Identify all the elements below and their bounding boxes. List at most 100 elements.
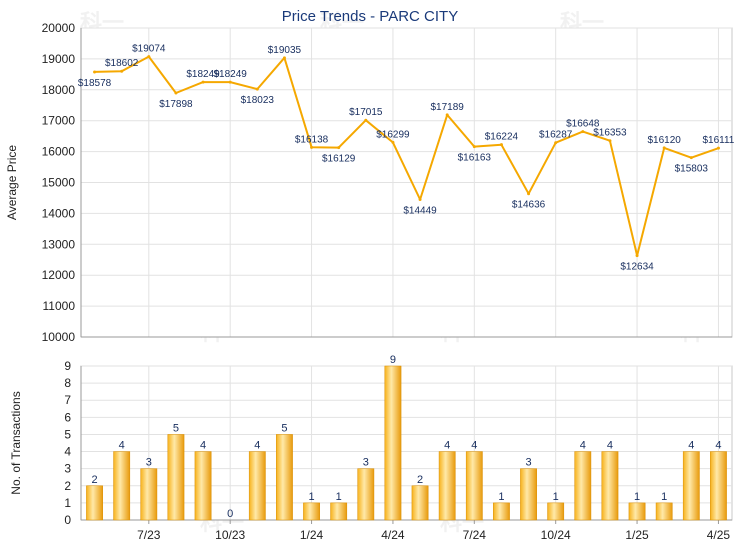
bar-value-label: 4 [688, 440, 694, 452]
bar-y-tick-label: 8 [64, 376, 71, 390]
x-tick-label: 7/23 [137, 528, 161, 542]
price-y-tick-label: 13000 [42, 237, 76, 251]
transaction-bar [248, 451, 266, 521]
price-point [554, 141, 558, 145]
bar-y-tick-label: 3 [64, 462, 71, 476]
price-value-label: $16163 [458, 153, 492, 164]
price-point [662, 146, 666, 150]
price-point [201, 80, 205, 84]
bar-value-label: 1 [309, 491, 315, 503]
transaction-bar [601, 451, 619, 521]
price-point [174, 91, 178, 95]
price-value-label: $18602 [105, 58, 139, 69]
price-point [282, 56, 286, 60]
bar-value-label: 5 [281, 422, 287, 434]
transaction-bar [655, 502, 673, 521]
transaction-bar [411, 485, 429, 521]
price-y-tick-label: 10000 [42, 330, 76, 344]
bar-y-tick-label: 9 [64, 359, 71, 373]
price-point [581, 130, 585, 134]
chart-title: Price Trends - PARC CITY [282, 8, 458, 25]
price-value-label: $14636 [512, 200, 546, 211]
price-point [499, 143, 503, 147]
price-point [527, 192, 531, 196]
transaction-bar [276, 434, 293, 521]
transaction-bar [628, 502, 646, 521]
x-tick-label: 4/24 [381, 528, 405, 542]
bar-value-label: 2 [92, 474, 98, 486]
price-value-label: $12634 [620, 262, 654, 273]
price-value-label: $18249 [186, 69, 220, 80]
x-tick-label: 10/23 [215, 528, 245, 542]
transaction-bar [86, 485, 103, 521]
bar-value-label: 4 [200, 440, 206, 452]
x-tick-label: 1/24 [300, 528, 324, 542]
bar-value-label: 4 [471, 440, 477, 452]
transaction-bar [167, 434, 185, 521]
price-y-tick-label: 11000 [43, 299, 76, 313]
bar-value-label: 0 [227, 508, 233, 520]
price-value-label: $16299 [376, 129, 410, 140]
bar-value-label: 4 [607, 440, 613, 452]
bar-value-label: 4 [444, 440, 450, 452]
transaction-bar [357, 468, 375, 521]
price-value-label: $17015 [349, 107, 383, 118]
transaction-bar [113, 451, 131, 521]
price-point [608, 139, 612, 143]
price-value-label: $18023 [241, 95, 275, 106]
price-value-label: $16138 [295, 134, 329, 145]
bar-value-label: 3 [526, 457, 532, 469]
price-value-label: $18578 [78, 78, 112, 89]
bar-y-tick-label: 5 [64, 427, 71, 441]
transaction-bar [140, 468, 158, 521]
price-value-label: $16224 [485, 132, 519, 143]
price-point [228, 80, 232, 84]
x-tick-label: 7/24 [463, 528, 487, 542]
bar-value-label: 4 [119, 440, 125, 452]
transaction-bar [465, 451, 483, 521]
x-tick-label: 1/25 [625, 528, 649, 542]
bar-plot-area [80, 365, 733, 521]
bar-y-tick-label: 7 [64, 393, 71, 407]
price-value-label: $19035 [268, 45, 302, 56]
price-value-label: $16648 [566, 119, 600, 130]
transaction-bar [493, 502, 510, 521]
bar-y-tick-label: 2 [64, 479, 71, 493]
price-value-label: $18249 [214, 69, 248, 80]
price-value-label: $17189 [431, 102, 465, 113]
transaction-bar [384, 365, 402, 521]
bar-value-label: 4 [715, 440, 721, 452]
bar-value-label: 5 [173, 422, 179, 434]
price-point [310, 145, 314, 149]
price-y-axis-label: Average Price [5, 145, 19, 220]
transaction-bar [330, 502, 348, 521]
price-value-label: $16287 [539, 130, 573, 141]
price-point [635, 254, 639, 258]
bar-value-label: 1 [336, 491, 342, 503]
x-tick-label: 10/24 [541, 528, 571, 542]
price-point [364, 118, 368, 122]
price-y-tick-label: 17000 [42, 114, 76, 128]
bar-y-tick-label: 1 [64, 496, 71, 510]
price-point [147, 55, 151, 59]
bar-value-label: 4 [580, 440, 586, 452]
bar-y-tick-label: 0 [64, 513, 71, 527]
price-point [255, 87, 259, 91]
transaction-bar [547, 502, 565, 521]
price-point [337, 146, 341, 150]
bar-y-axis-label: No. of Transactions [9, 391, 23, 494]
price-value-label: $17898 [159, 99, 193, 110]
price-y-tick-label: 18000 [42, 83, 76, 97]
bar-value-label: 1 [661, 491, 667, 503]
price-point [391, 140, 395, 144]
price-y-tick-label: 19000 [42, 52, 76, 66]
price-value-label: $19074 [132, 44, 166, 55]
price-value-label: $16111 [702, 135, 734, 146]
bar-value-label: 9 [390, 354, 396, 366]
bar-value-label: 1 [498, 491, 504, 503]
transaction-bar [682, 451, 700, 521]
x-tick-label: 4/25 [707, 528, 731, 542]
price-value-label: $14449 [403, 206, 437, 217]
